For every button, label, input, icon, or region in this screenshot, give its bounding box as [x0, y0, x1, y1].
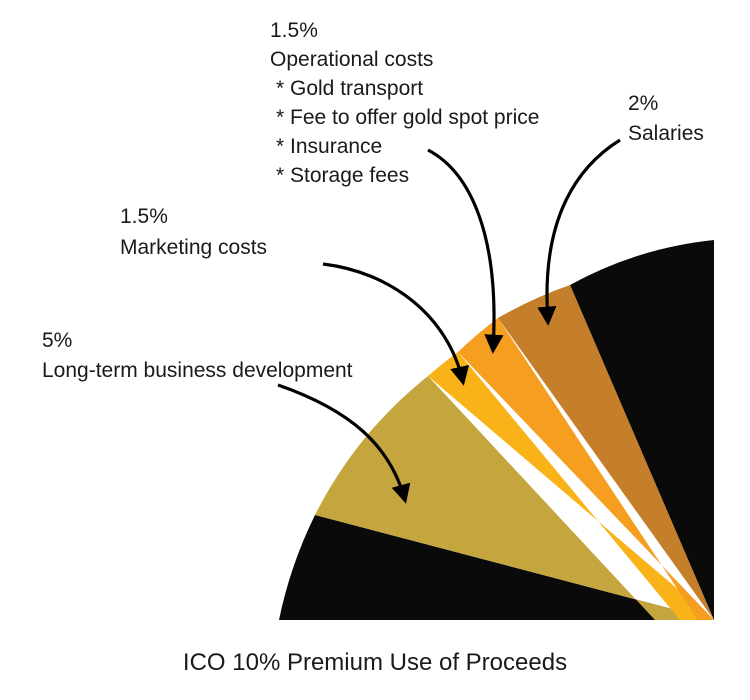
pie-slice-marketing-costs	[428, 352, 714, 620]
operational-costs-label: Operational costs	[270, 48, 433, 71]
operational-costs-bullet: * Storage fees	[276, 164, 409, 187]
label-salaries: 2% Salaries	[628, 92, 704, 145]
marketing-costs-label: Marketing costs	[120, 236, 267, 259]
arrow-salaries	[537, 138, 621, 326]
operational-costs-value: 1.5%	[270, 19, 318, 42]
arrow-operational-costs	[427, 148, 504, 354]
salaries-value: 2%	[628, 92, 658, 115]
chart-title: ICO 10% Premium Use of Proceeds	[183, 649, 567, 676]
operational-costs-bullet: * Insurance	[276, 135, 382, 158]
pie-slice-operational-costs	[458, 318, 714, 620]
salaries-label: Salaries	[628, 122, 704, 145]
label-long-term-business-development: 5% Long-term business development	[42, 329, 353, 382]
long-term-value: 5%	[42, 329, 72, 352]
pie-slice-background-left	[279, 515, 714, 620]
pie-slice-background-right	[570, 240, 714, 620]
arrow-long-term-business-development	[277, 383, 411, 504]
operational-costs-bullet: * Fee to offer gold spot price	[276, 106, 539, 129]
marketing-costs-value: 1.5%	[120, 205, 168, 228]
arrow-marketing-costs	[322, 262, 470, 386]
label-marketing-costs: 1.5% Marketing costs	[120, 205, 267, 259]
pie-slice-salaries	[498, 285, 714, 620]
label-operational-costs: 1.5% Operational costs * Gold transport …	[270, 19, 539, 187]
operational-costs-bullet: * Gold transport	[276, 77, 423, 100]
pie-slice-long-term-business-development	[315, 376, 714, 620]
long-term-label: Long-term business development	[42, 359, 353, 382]
